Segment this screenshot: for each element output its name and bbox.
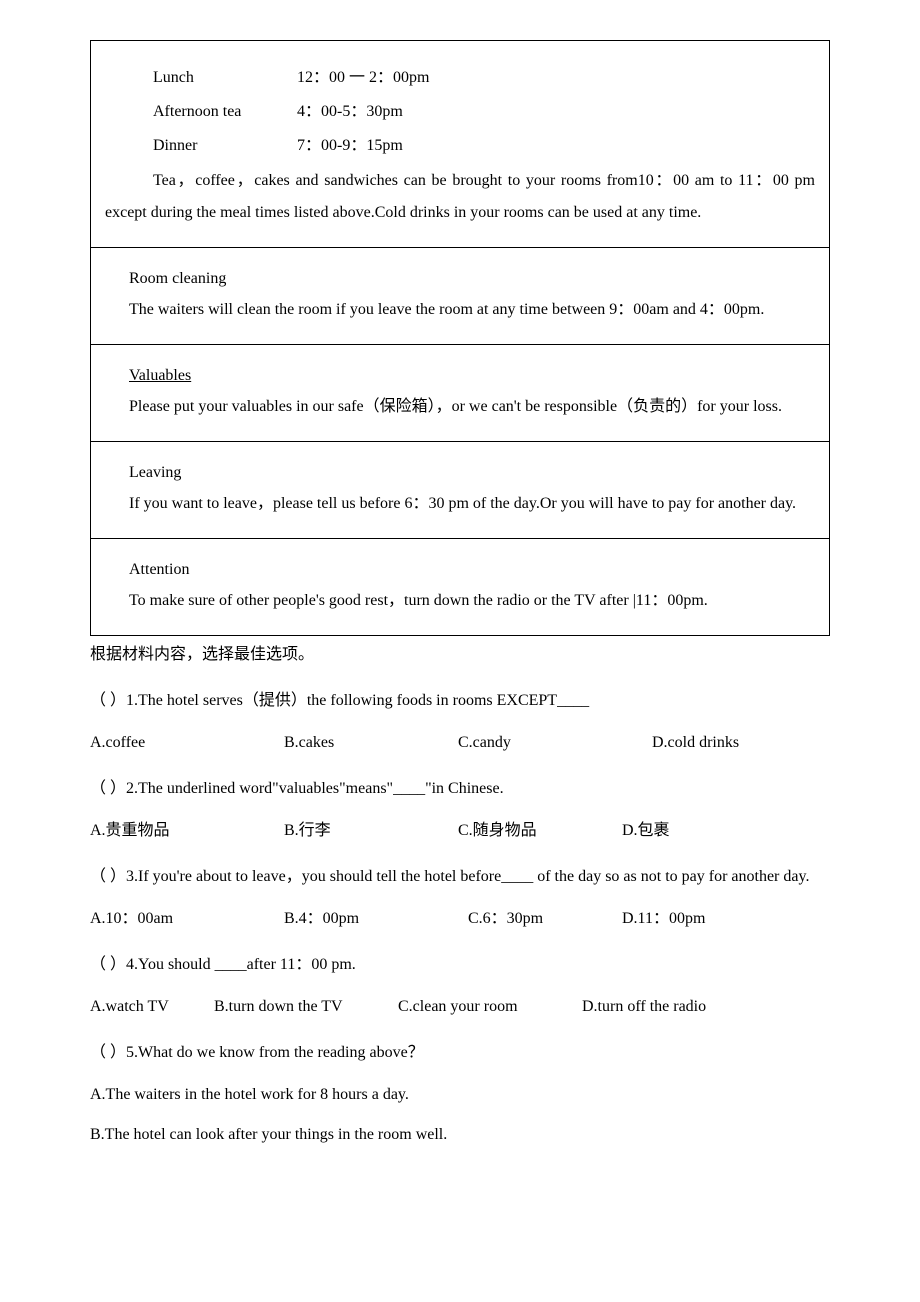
q1-opt-a: A.coffee	[90, 727, 280, 759]
section-title: Attention	[105, 561, 815, 579]
q2-options: A.贵重物品 B.行李 C.随身物品 D.包裹	[90, 815, 830, 847]
q2-opt-a: A.贵重物品	[90, 815, 280, 847]
section-body: The waiters will clean the room if you l…	[105, 294, 815, 326]
meal-row: Lunch 12：00 一 2：00pm	[105, 63, 815, 87]
q2-stem: （ ）2.The underlined word"valuables"means…	[90, 773, 830, 805]
q2-opt-d: D.包裹	[622, 815, 670, 847]
q3-opt-d: D.11：00pm	[622, 903, 705, 935]
q1-opt-b: B.cakes	[284, 727, 454, 759]
box-leaving: Leaving If you want to leave，please tell…	[90, 441, 830, 539]
q3-opt-b: B.4：00pm	[284, 903, 464, 935]
q5-stem: （ ）5.What do we know from the reading ab…	[90, 1037, 830, 1069]
q3-opt-a: A.10：00am	[90, 903, 280, 935]
q5-opt-b: B.The hotel can look after your things i…	[90, 1126, 447, 1143]
q5-opt-a-line: A.The waiters in the hotel work for 8 ho…	[90, 1079, 830, 1111]
q4-opt-b: B.turn down the TV	[214, 991, 394, 1023]
meal-time: 7：00-9：15pm	[273, 131, 403, 155]
q5-opt-a: A.The waiters in the hotel work for 8 ho…	[90, 1086, 409, 1103]
meal-label: Lunch	[129, 69, 269, 87]
q4-opt-a: A.watch TV	[90, 991, 210, 1023]
q2-opt-c: C.随身物品	[458, 815, 618, 847]
box-valuables: Valuables Please put your valuables in o…	[90, 344, 830, 442]
instruction: 根据材料内容，选择最佳选项。	[90, 639, 830, 671]
meal-time: 12：00 一 2：00pm	[273, 63, 429, 87]
section-body: To make sure of other people's good rest…	[105, 585, 815, 617]
meal-note: Tea，coffee，cakes and sandwiches can be b…	[105, 165, 815, 229]
section-title-text: Valuables	[129, 367, 191, 384]
meal-row: Dinner 7：00-9：15pm	[105, 131, 815, 155]
meal-time: 4：00-5：30pm	[273, 97, 403, 121]
section-title: Room cleaning	[105, 270, 815, 288]
meal-row: Afternoon tea 4：00-5：30pm	[105, 97, 815, 121]
section-title: Leaving	[105, 464, 815, 482]
q3-options: A.10：00am B.4：00pm C.6：30pm D.11：00pm	[90, 903, 830, 935]
q1-stem: （ ）1.The hotel serves（提供）the following f…	[90, 685, 830, 717]
meal-label: Dinner	[129, 137, 269, 155]
q2-opt-b: B.行李	[284, 815, 454, 847]
q3-opt-c: C.6：30pm	[468, 903, 618, 935]
box-attention: Attention To make sure of other people's…	[90, 538, 830, 636]
q4-options: A.watch TV B.turn down the TV C.clean yo…	[90, 991, 830, 1023]
q1-opt-c: C.candy	[458, 727, 648, 759]
q3-stem: （ ）3.If you're about to leave，you should…	[90, 861, 830, 893]
q5-opt-b-line: B.The hotel can look after your things i…	[90, 1119, 830, 1151]
box-room-cleaning: Room cleaning The waiters will clean the…	[90, 247, 830, 345]
section-body: Please put your valuables in our safe（保险…	[105, 391, 815, 423]
q4-opt-d: D.turn off the radio	[582, 991, 706, 1023]
box-meals: Lunch 12：00 一 2：00pm Afternoon tea 4：00-…	[90, 40, 830, 248]
q1-opt-d: D.cold drinks	[652, 727, 739, 759]
section-body: If you want to leave，please tell us befo…	[105, 488, 815, 520]
q1-options: A.coffee B.cakes C.candy D.cold drinks	[90, 727, 830, 759]
q4-opt-c: C.clean your room	[398, 991, 578, 1023]
section-title: Valuables	[105, 367, 815, 385]
meal-label: Afternoon tea	[129, 103, 269, 121]
q4-stem: （ ）4.You should ____after 11：00 pm.	[90, 949, 830, 981]
